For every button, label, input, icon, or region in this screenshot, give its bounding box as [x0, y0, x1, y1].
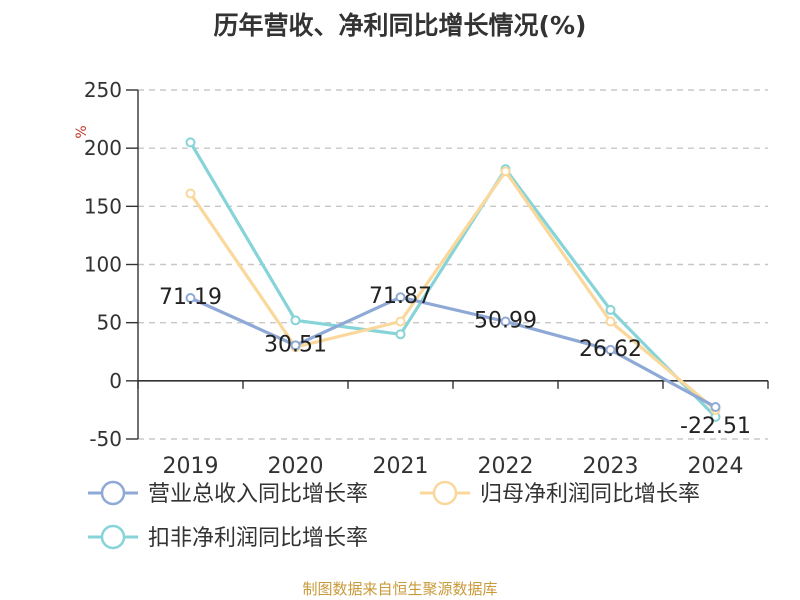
series-line — [189, 141, 717, 419]
y-axis-unit: % — [74, 125, 90, 138]
legend-item: 扣非净利润同比增长率 — [88, 524, 368, 551]
data-point — [395, 329, 406, 340]
data-point — [605, 316, 616, 327]
y-tick-label: 250 — [84, 78, 122, 102]
data-point — [710, 402, 721, 413]
data-point — [185, 137, 196, 148]
legend-label: 归母净利润同比增长率 — [480, 482, 700, 507]
y-tick-label: 50 — [97, 311, 122, 335]
x-tick-label: 2019 — [163, 454, 219, 479]
x-tick-label: 2024 — [688, 454, 744, 479]
chart-title: 历年营收、净利同比增长情况(%) — [214, 11, 587, 40]
data-label: 71.87 — [369, 284, 432, 309]
legend-label: 营业总收入同比增长率 — [148, 482, 368, 507]
series-lines — [185, 137, 721, 422]
data-point — [290, 315, 301, 326]
data-label: 71.19 — [159, 285, 222, 310]
legend-marker — [432, 480, 458, 506]
data-point — [185, 293, 196, 304]
y-tick-label: 150 — [84, 194, 122, 218]
y-tick-label: 200 — [84, 136, 122, 160]
data-label: 50.99 — [474, 309, 537, 334]
data-point — [500, 166, 511, 177]
x-tick-label: 2023 — [583, 454, 639, 479]
source-note: 制图数据来自恒生聚源数据库 — [302, 580, 497, 598]
data-point — [395, 292, 406, 303]
legend-marker — [100, 524, 126, 550]
data-point — [605, 304, 616, 315]
data-point — [185, 188, 196, 199]
series-line — [189, 295, 717, 409]
y-tick-label: -50 — [89, 427, 122, 451]
data-label: 26.62 — [579, 337, 642, 362]
axes: 250 200 150 100 50 0 -50 2019 2020 2021 2022 2023 20… — [84, 78, 769, 479]
data-point — [290, 340, 301, 351]
x-tick-label: 2022 — [478, 454, 534, 479]
x-tick-label: 2020 — [268, 454, 324, 479]
data-point — [395, 316, 406, 327]
legend-marker — [100, 480, 126, 506]
legend-item: 归母净利润同比增长率 — [420, 480, 700, 507]
data-point — [605, 344, 616, 355]
data-labels: 71.19 30.51 71.87 50.99 26.62 -22.51 — [159, 284, 751, 439]
series-line — [189, 169, 717, 412]
data-label: 30.51 — [264, 332, 327, 357]
y-tick-label: 100 — [84, 253, 122, 277]
data-label: -22.51 — [680, 414, 751, 439]
legend-label: 扣非净利润同比增长率 — [148, 526, 368, 551]
x-tick-label: 2021 — [373, 454, 429, 479]
legend-item: 营业总收入同比增长率 — [88, 480, 368, 507]
data-point — [500, 316, 511, 327]
y-tick-label: 0 — [109, 369, 122, 393]
